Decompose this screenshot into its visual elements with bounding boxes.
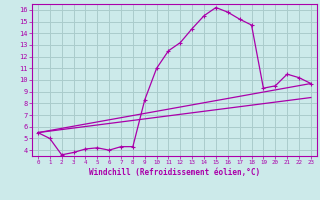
X-axis label: Windchill (Refroidissement éolien,°C): Windchill (Refroidissement éolien,°C) — [89, 168, 260, 177]
